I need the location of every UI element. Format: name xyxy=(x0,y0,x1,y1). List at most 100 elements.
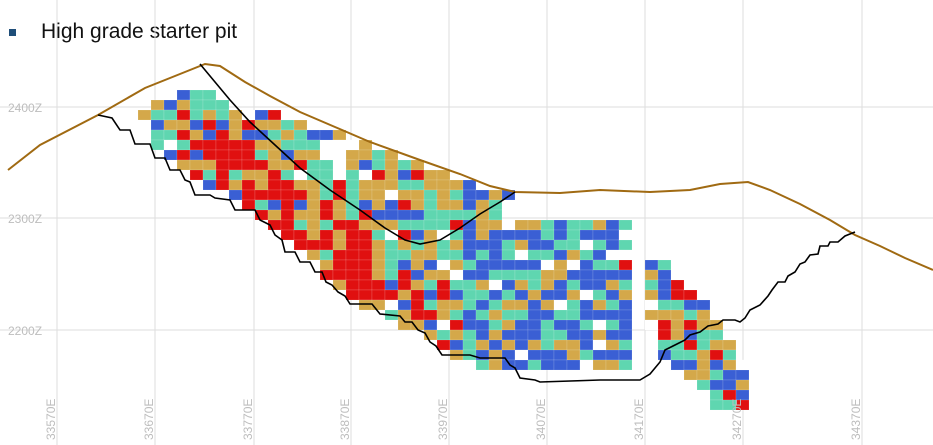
grade-block xyxy=(215,129,230,141)
grade-block xyxy=(449,219,464,231)
grade-block xyxy=(202,169,217,181)
grade-block xyxy=(384,289,399,301)
grade-block xyxy=(553,279,568,291)
grade-block xyxy=(696,309,711,321)
grade-block xyxy=(189,109,204,121)
grade-block xyxy=(514,259,529,271)
e-label: 34370E xyxy=(849,399,863,440)
grade-block xyxy=(709,379,724,391)
grade-block xyxy=(397,279,412,291)
grade-block xyxy=(228,189,243,201)
grade-block xyxy=(566,239,581,251)
grade-block xyxy=(553,299,568,311)
grade-block xyxy=(644,259,659,271)
e-label: 33770E xyxy=(241,399,255,440)
grade-block xyxy=(176,139,191,151)
grade-block xyxy=(488,239,503,251)
grade-block xyxy=(605,219,620,231)
grade-block xyxy=(488,269,503,281)
grade-block xyxy=(644,309,659,321)
grade-block xyxy=(514,239,529,251)
grade-block xyxy=(527,259,542,271)
grade-block xyxy=(527,359,542,371)
grade-block xyxy=(358,199,373,211)
grade-block xyxy=(410,179,425,191)
grade-block xyxy=(215,169,230,181)
grade-block xyxy=(566,269,581,281)
grade-block xyxy=(540,239,555,251)
grade-block xyxy=(254,189,269,201)
grade-block xyxy=(735,399,750,411)
grade-block xyxy=(475,219,490,231)
grade-block xyxy=(709,359,724,371)
grade-block xyxy=(696,359,711,371)
grade-block xyxy=(579,219,594,231)
grade-block xyxy=(410,289,425,301)
grade-block xyxy=(397,209,412,221)
grade-block xyxy=(618,279,633,291)
grade-block xyxy=(319,129,334,141)
grade-block xyxy=(579,299,594,311)
grade-block xyxy=(566,289,581,301)
grade-block xyxy=(579,339,594,351)
grade-block xyxy=(670,319,685,331)
grade-block xyxy=(423,249,438,261)
grade-block xyxy=(319,229,334,241)
e-label: 33970E xyxy=(436,399,450,440)
grade-block xyxy=(436,199,451,211)
grade-block xyxy=(566,329,581,341)
grade-block xyxy=(579,269,594,281)
grade-block xyxy=(527,239,542,251)
grade-block xyxy=(592,279,607,291)
grade-block xyxy=(462,299,477,311)
grade-block xyxy=(332,179,347,191)
grade-block xyxy=(475,319,490,331)
grade-block xyxy=(644,299,659,311)
grade-block xyxy=(592,339,607,351)
grade-block xyxy=(683,299,698,311)
grade-block xyxy=(137,109,152,121)
grade-block xyxy=(384,279,399,291)
grade-block xyxy=(202,109,217,121)
grade-block xyxy=(618,309,633,321)
grade-block xyxy=(683,369,698,381)
grade-block xyxy=(553,359,568,371)
grade-block xyxy=(163,139,178,151)
grade-block xyxy=(462,269,477,281)
grade-block xyxy=(514,319,529,331)
grade-block xyxy=(384,249,399,261)
grade-block xyxy=(540,319,555,331)
grade-block xyxy=(345,229,360,241)
grade-block xyxy=(436,329,451,341)
grade-block xyxy=(540,289,555,301)
grade-block xyxy=(436,249,451,261)
grade-block xyxy=(462,309,477,321)
grade-block xyxy=(384,179,399,191)
grade-block xyxy=(280,139,295,151)
grade-block xyxy=(319,239,334,251)
bullet-marker-icon xyxy=(9,28,16,36)
grade-block xyxy=(605,259,620,271)
grade-block xyxy=(345,249,360,261)
grade-block xyxy=(163,99,178,111)
grade-block xyxy=(332,249,347,261)
grade-block xyxy=(722,379,737,391)
grade-block xyxy=(176,99,191,111)
grade-block xyxy=(605,359,620,371)
grade-block xyxy=(514,359,529,371)
grade-block xyxy=(358,189,373,201)
grade-block xyxy=(293,239,308,251)
grade-block xyxy=(553,219,568,231)
grade-block xyxy=(371,149,386,161)
grade-block xyxy=(384,259,399,271)
grade-block xyxy=(358,289,373,301)
grade-block xyxy=(540,229,555,241)
grade-block xyxy=(462,189,477,201)
grade-block xyxy=(202,149,217,161)
grade-block xyxy=(683,289,698,301)
grade-block xyxy=(267,189,282,201)
grade-block xyxy=(527,349,542,361)
grade-block xyxy=(215,179,230,191)
grade-block xyxy=(527,299,542,311)
grade-block xyxy=(527,309,542,321)
